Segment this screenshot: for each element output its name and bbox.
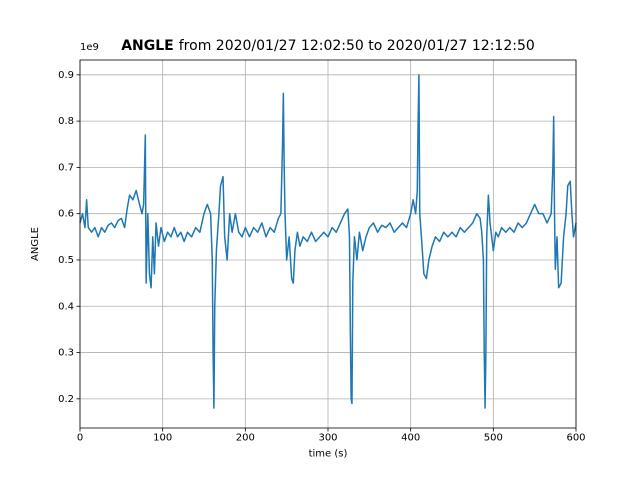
plot: [79, 74, 577, 409]
x-tick-label: 500: [484, 432, 503, 443]
chart-title: ANGLE from 2020/01/27 12:02:50 to 2020/01…: [121, 38, 535, 54]
grid: [79, 60, 577, 428]
y-tick-label: 0.2: [58, 394, 74, 405]
x-tick-label: 200: [236, 432, 255, 443]
title-bold: ANGLE: [121, 38, 174, 54]
y-tick-label: 0.4: [58, 301, 74, 312]
x-tick-label: 100: [153, 432, 172, 443]
x-tick-label: 400: [401, 432, 420, 443]
y-tick-label: 0.9: [58, 70, 74, 81]
x-tick-label: 600: [566, 432, 585, 443]
data-line: [79, 74, 577, 409]
y-tick-label: 0.5: [58, 255, 74, 266]
y-axis-label: ANGLE: [30, 227, 41, 261]
x-tick-label: 0: [77, 432, 83, 443]
y-tick-label: 0.8: [58, 116, 74, 127]
y-tick-label: 0.3: [58, 348, 74, 359]
x-tick-label: 300: [318, 432, 337, 443]
y-tick-label: 0.6: [58, 209, 74, 220]
offset-text: 1e9: [80, 42, 99, 53]
ticks: 0 100 200 300 400 500 600 0.2 0.3 0.4 0.5 0.6 0.7 0.8…: [58, 70, 585, 444]
title-rest: from 2020/01/27 12:02:50 to 2020/01/27 1…: [179, 38, 535, 54]
x-axis-label: time (s): [309, 448, 348, 459]
y-tick-label: 0.7: [58, 162, 74, 173]
